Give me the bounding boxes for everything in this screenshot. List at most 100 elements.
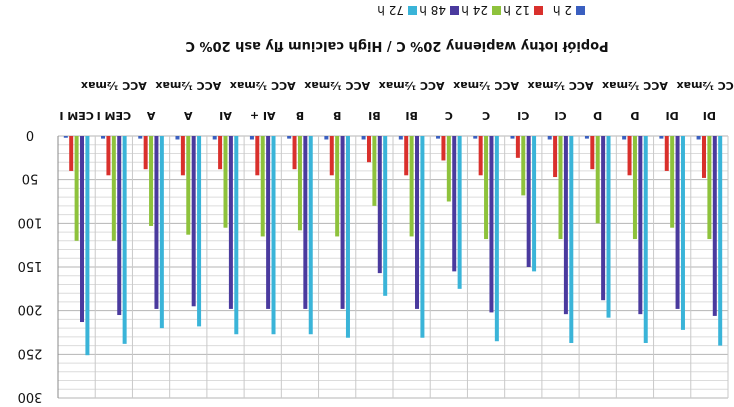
category-label-qualifier: ACC ½max xyxy=(155,79,221,92)
legend-swatch xyxy=(492,6,501,15)
bar xyxy=(675,136,680,309)
category-label: CI xyxy=(517,109,529,122)
bar xyxy=(223,136,228,228)
category-label: C xyxy=(482,109,490,122)
legend-label: 72 h xyxy=(377,3,404,17)
bar xyxy=(415,136,420,309)
category-label: D xyxy=(593,109,602,122)
y-tick-label: 50 xyxy=(22,171,39,186)
bar xyxy=(680,136,685,330)
y-tick-label: 0 xyxy=(26,127,34,142)
bar xyxy=(622,136,627,140)
legend-swatch xyxy=(408,6,417,15)
bar xyxy=(377,136,382,274)
bar xyxy=(446,136,451,202)
bar xyxy=(372,136,377,206)
bar xyxy=(452,136,457,272)
bar xyxy=(632,136,637,240)
category-label: AI + xyxy=(250,109,276,122)
bar xyxy=(340,136,345,309)
bar xyxy=(521,136,526,196)
bar xyxy=(101,136,106,139)
bar xyxy=(584,136,589,139)
plot-area xyxy=(57,135,729,399)
y-tick-label: 150 xyxy=(18,258,43,273)
category-label: A xyxy=(146,109,155,122)
legend-swatch xyxy=(576,6,585,15)
bar xyxy=(696,136,701,140)
category-label: CI xyxy=(554,109,566,122)
bar xyxy=(191,136,196,307)
legend-swatch xyxy=(450,6,459,15)
bar xyxy=(255,136,260,176)
bar xyxy=(271,136,276,335)
bar xyxy=(122,136,127,344)
bar xyxy=(484,136,489,240)
bar xyxy=(292,136,297,170)
bar xyxy=(670,136,675,228)
legend-label: 24 h xyxy=(461,3,488,17)
legend: 2 h 12 h 24 h 48 h 72 h xyxy=(377,3,585,17)
bar xyxy=(590,136,595,170)
bar xyxy=(266,136,271,309)
category-label: CEM I xyxy=(59,109,93,122)
bar xyxy=(106,136,111,176)
bar xyxy=(532,136,537,272)
bar xyxy=(510,136,515,139)
bar xyxy=(175,136,180,140)
y-tick-label: 300 xyxy=(18,389,43,404)
bar xyxy=(457,136,462,289)
y-tick-label: 100 xyxy=(18,214,43,229)
bar xyxy=(659,136,664,139)
category-label: BI xyxy=(368,109,380,122)
bar xyxy=(601,136,606,301)
chart-title: Popiół lotny wapienny 20% C / High calci… xyxy=(185,38,608,53)
bar xyxy=(627,136,632,176)
category-label-qualifier: ACC ½max xyxy=(528,79,594,92)
bar xyxy=(547,136,552,140)
bar xyxy=(154,136,159,309)
bar xyxy=(664,136,669,171)
bar xyxy=(383,136,388,296)
bar xyxy=(74,136,79,241)
bar xyxy=(287,136,292,139)
bar xyxy=(707,136,712,240)
bar xyxy=(643,136,648,343)
category-labels: CEM I CEM I ACC ½max A A ACC ½max AI AI + ACC ½m… xyxy=(59,79,734,122)
bar xyxy=(303,136,308,309)
bar xyxy=(478,136,483,176)
bar xyxy=(63,136,68,138)
category-label-qualifier: ACC ½max xyxy=(304,79,370,92)
bar xyxy=(638,136,643,315)
bar xyxy=(159,136,164,329)
bar xyxy=(409,136,414,237)
bar xyxy=(228,136,233,309)
bar xyxy=(249,136,254,140)
bar xyxy=(718,136,723,346)
category-label: AI xyxy=(219,109,232,122)
bar xyxy=(324,136,329,140)
category-label-qualifier: ACC ½max xyxy=(453,79,519,92)
bar xyxy=(420,136,425,338)
bar xyxy=(180,136,185,176)
bar xyxy=(85,136,90,356)
bar xyxy=(80,136,85,323)
bar xyxy=(197,136,202,327)
bar xyxy=(149,136,154,226)
bar xyxy=(569,136,574,343)
bar xyxy=(69,136,74,171)
y-axis: 0 50 100 150 200 250 300 xyxy=(18,127,59,404)
category-label: D xyxy=(630,109,639,122)
category-label-qualifier: ACC ½max xyxy=(676,79,734,92)
bar xyxy=(234,136,239,335)
bar xyxy=(218,136,223,170)
bar xyxy=(526,136,531,267)
bar xyxy=(436,136,441,139)
legend-label: 48 h xyxy=(419,3,446,17)
bar xyxy=(117,136,122,316)
bar xyxy=(606,136,611,318)
bar xyxy=(260,136,265,237)
bar xyxy=(494,136,499,342)
bar xyxy=(712,136,717,316)
bar xyxy=(143,136,148,170)
